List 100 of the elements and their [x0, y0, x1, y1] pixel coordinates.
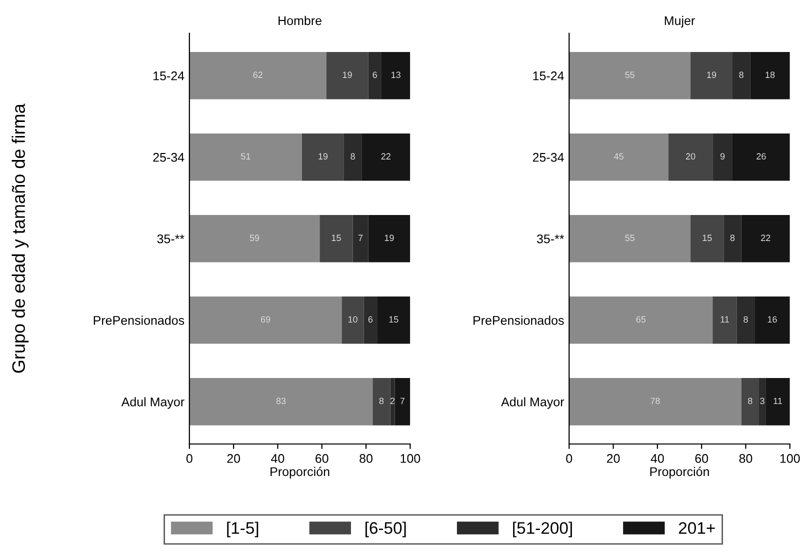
- x-tick-label: 20: [227, 454, 240, 463]
- legend-label: [1-5]: [227, 522, 258, 538]
- bar: [362, 133, 410, 181]
- chart-title: Mujer: [664, 16, 695, 28]
- bar: [668, 133, 713, 181]
- x-tick-label: 40: [271, 454, 284, 463]
- data-label: 78: [650, 398, 660, 404]
- data-label: 55: [625, 72, 634, 78]
- bar: [326, 52, 368, 100]
- bar: [352, 215, 368, 262]
- bar: [758, 378, 766, 426]
- data-label: 19: [384, 234, 394, 242]
- y-axis-title: Grupo de edad y tamaño de firma: [12, 104, 29, 373]
- data-label: 18: [766, 72, 775, 78]
- data-label: 22: [761, 234, 770, 241]
- bar: [690, 215, 724, 262]
- bar: [342, 296, 364, 344]
- bar: [569, 296, 713, 344]
- bar: [368, 52, 382, 100]
- x-tick-label: 0: [566, 454, 572, 463]
- data-label: 11: [774, 398, 782, 404]
- bar: [569, 52, 691, 100]
- x-tick-label: 60: [316, 454, 328, 463]
- legend-label: [6-50]: [366, 522, 406, 538]
- data-label: 8: [350, 153, 355, 160]
- bar: [690, 52, 732, 100]
- bar: [750, 52, 790, 100]
- bar: [368, 215, 410, 262]
- bar: [189, 133, 302, 181]
- bar: [189, 52, 326, 100]
- bar: [732, 52, 750, 100]
- data-label: 11: [720, 316, 730, 323]
- data-label: 83: [276, 398, 286, 404]
- data-label: 22: [381, 153, 390, 160]
- bar: [712, 133, 732, 181]
- y-tick-label: PrePensionados: [94, 316, 184, 325]
- x-axis-title: Proporción: [650, 466, 709, 479]
- chart-title: Hombre: [278, 16, 322, 26]
- legend-label: 201+: [678, 522, 715, 534]
- data-label: 55: [625, 234, 634, 242]
- data-label: 62: [253, 72, 262, 78]
- x-tick-label: 80: [360, 454, 372, 463]
- bar: [344, 133, 362, 181]
- data-label: 7: [358, 234, 363, 241]
- bar: [741, 378, 759, 426]
- data-label: 59: [250, 234, 260, 242]
- data-label: 15: [389, 316, 398, 323]
- data-label: 3: [760, 398, 764, 404]
- x-tick-label: 20: [606, 454, 620, 463]
- bar: [302, 133, 344, 181]
- bar: [724, 215, 742, 262]
- y-tick-label: 35-**: [157, 234, 184, 244]
- data-label: 10: [348, 316, 358, 323]
- data-label: 26: [756, 153, 766, 160]
- data-label: 9: [720, 153, 725, 160]
- y-tick-label: 25-34: [153, 152, 184, 162]
- data-label: 2: [390, 398, 395, 404]
- y-tick-label: Adul Mayor: [121, 397, 184, 409]
- x-tick-label: 80: [739, 454, 752, 463]
- y-tick-label: 15-24: [154, 71, 184, 80]
- data-label: 51: [241, 153, 250, 160]
- bar: [569, 378, 742, 426]
- data-label: 13: [391, 72, 400, 78]
- bar: [754, 296, 790, 344]
- bar: [741, 215, 790, 262]
- bar: [364, 296, 378, 344]
- bar: [712, 296, 737, 344]
- bar: [381, 52, 410, 100]
- data-label: 19: [707, 72, 716, 78]
- data-label: 6: [372, 72, 377, 78]
- bar: [372, 378, 390, 426]
- x-tick-label: 60: [695, 454, 708, 463]
- bar: [189, 296, 342, 344]
- y-tick-label: 35-**: [536, 234, 564, 244]
- bar: [189, 378, 373, 426]
- data-label: 8: [748, 398, 752, 404]
- x-tick-label: 100: [780, 454, 800, 463]
- y-tick-label: 15-24: [533, 71, 564, 80]
- bar: [189, 215, 320, 262]
- data-label: 69: [261, 316, 270, 323]
- data-label: 8: [379, 398, 384, 404]
- data-label: 15: [702, 234, 712, 242]
- bar: [569, 133, 668, 181]
- y-tick-label: PrePensionados: [474, 316, 564, 325]
- data-label: 6: [368, 316, 373, 323]
- data-label: 8: [739, 72, 744, 78]
- x-tick-label: 100: [400, 454, 420, 463]
- legend-label: [51-200]: [513, 522, 572, 538]
- data-label: 45: [614, 153, 624, 160]
- data-label: 20: [686, 153, 696, 160]
- data-label: 16: [768, 316, 777, 323]
- data-label: 15: [332, 234, 341, 242]
- x-tick-label: 40: [650, 454, 664, 463]
- bar: [736, 296, 755, 344]
- x-axis-title: Proporción: [270, 466, 330, 479]
- bar: [377, 296, 410, 344]
- data-label: 8: [744, 316, 748, 323]
- bar: [394, 378, 410, 426]
- data-label: 19: [318, 153, 328, 160]
- bar: [732, 133, 790, 181]
